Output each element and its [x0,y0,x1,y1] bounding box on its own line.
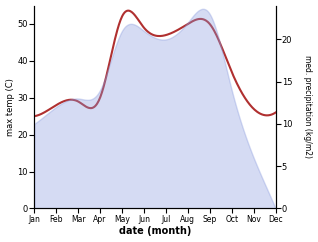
Y-axis label: med. precipitation (kg/m2): med. precipitation (kg/m2) [303,55,313,159]
Y-axis label: max temp (C): max temp (C) [5,78,15,136]
X-axis label: date (month): date (month) [119,227,191,236]
